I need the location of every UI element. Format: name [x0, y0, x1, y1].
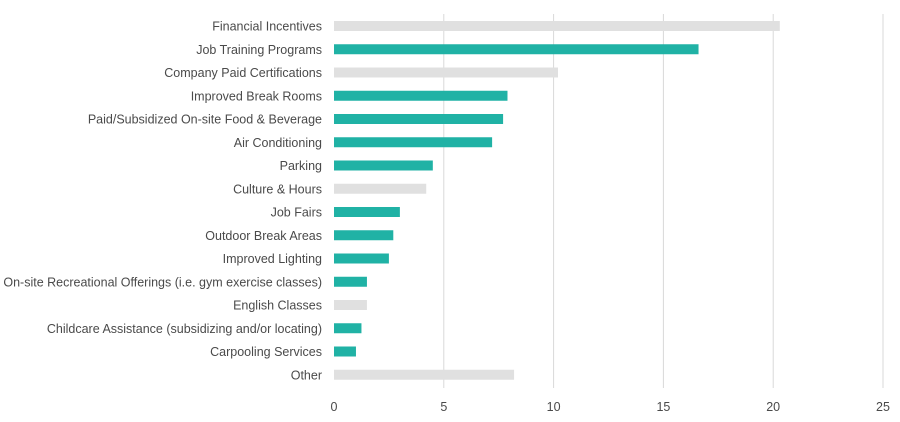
- bar: [334, 44, 699, 55]
- x-tick-label: 25: [876, 400, 890, 414]
- category-label: English Classes: [233, 299, 322, 313]
- category-label: Culture & Hours: [233, 182, 322, 196]
- category-label: Improved Break Rooms: [191, 89, 322, 103]
- bar: [334, 114, 504, 124]
- bar: [334, 21, 780, 31]
- bar: [334, 253, 389, 264]
- category-label: Other: [291, 368, 322, 382]
- category-label: Childcare Assistance (subsidizing and/or…: [47, 322, 322, 336]
- x-axis-tick-labels: 0 5 10 15 20 25: [331, 400, 890, 414]
- category-label: Parking: [280, 159, 322, 173]
- x-tick-label: 0: [331, 400, 338, 414]
- category-label: On-site Recreational Offerings (i.e. gym…: [3, 275, 322, 289]
- category-label: Improved Lighting: [223, 252, 322, 266]
- bar: [334, 300, 367, 310]
- category-label: Job Fairs: [271, 206, 322, 220]
- x-tick-label: 10: [547, 400, 561, 414]
- category-label: Outdoor Break Areas: [205, 229, 322, 243]
- bar: [334, 67, 558, 78]
- bar: [334, 90, 508, 101]
- x-tick-label: 20: [766, 400, 780, 414]
- bar: [334, 230, 394, 241]
- bar: [334, 183, 427, 194]
- x-tick-label: 5: [440, 400, 447, 414]
- category-label: Financial Incentives: [212, 20, 322, 34]
- category-label: Carpooling Services: [210, 345, 322, 359]
- category-label: Job Training Programs: [196, 43, 322, 57]
- bar: [334, 323, 362, 334]
- x-tick-label: 15: [656, 400, 670, 414]
- bar: [334, 137, 493, 148]
- category-label: Air Conditioning: [234, 136, 322, 150]
- bar: [334, 207, 400, 217]
- category-label: Company Paid Certifications: [164, 66, 322, 80]
- bar: [334, 369, 515, 380]
- category-labels: Financial Incentives Job Training Program…: [3, 20, 322, 383]
- bar: [334, 276, 367, 287]
- bars: [334, 21, 780, 380]
- bar: [334, 160, 433, 171]
- bar: [334, 346, 356, 357]
- category-label: Paid/Subsidized On-site Food & Beverage: [88, 113, 322, 127]
